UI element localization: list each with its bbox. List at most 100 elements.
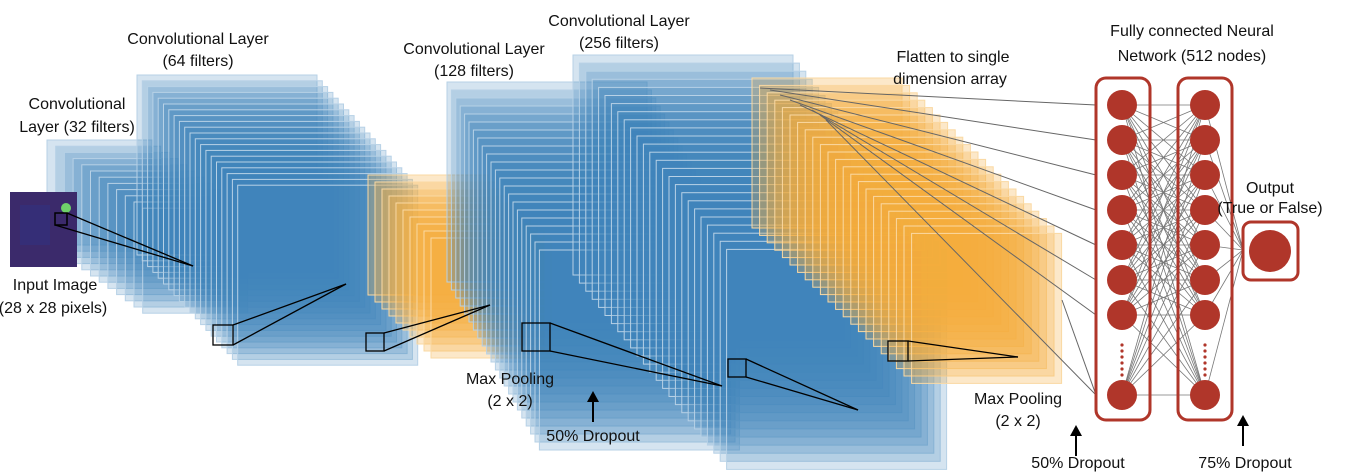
kernel-box: [887, 340, 909, 362]
label: Convolutional Layer: [127, 31, 269, 48]
node: [1190, 125, 1220, 155]
label: Max Pooling: [974, 391, 1062, 408]
ellipsis-dot: [1120, 355, 1124, 359]
feature-map: [655, 159, 877, 381]
projection-line: [383, 304, 491, 334]
projection-line: [745, 358, 859, 411]
node: [1190, 195, 1220, 225]
feature-map: [700, 216, 922, 438]
layer-frame: [1094, 76, 1152, 422]
feature-map: [168, 109, 350, 291]
feature-map: [200, 144, 382, 326]
connection: [1121, 279, 1206, 316]
ellipsis-dot: [1203, 355, 1207, 359]
feature-map: [157, 97, 339, 279]
kernel-box: [54, 212, 68, 226]
connection: [1121, 209, 1206, 316]
feature-map: [726, 248, 948, 470]
feature-map: [512, 201, 714, 403]
feature-map: [642, 143, 864, 365]
connection: [1121, 104, 1206, 396]
projection-line: [907, 340, 1019, 358]
flatten-line: [759, 87, 1097, 106]
feature-map: [880, 203, 1032, 355]
input-image: [10, 192, 77, 267]
feature-map: [706, 224, 928, 446]
flatten-line: [789, 99, 1097, 211]
feature-map: [189, 132, 371, 314]
label: Network (512 nodes): [1118, 48, 1267, 65]
flatten-line: [825, 119, 1097, 396]
kernel-box: [212, 324, 234, 346]
label: 50% Dropout: [1031, 455, 1125, 472]
feature-map: [774, 99, 926, 251]
feature-map: [468, 121, 670, 323]
flatten-line: [811, 109, 1097, 281]
connection: [1121, 139, 1206, 316]
feature-map: [610, 103, 832, 325]
feature-map: [812, 136, 964, 288]
flatten-line: [779, 94, 1097, 176]
feature-map: [850, 173, 1002, 325]
label: 75% Dropout: [1198, 455, 1292, 472]
ellipsis-dot: [1203, 343, 1207, 347]
arrow-heads: [587, 391, 1249, 436]
feature-map: [163, 103, 344, 285]
node: [1107, 125, 1137, 155]
feature-map: [464, 113, 666, 315]
connection: [1121, 314, 1206, 396]
feature-map: [490, 161, 692, 363]
label: Flatten to single: [897, 49, 1010, 66]
feature-map: [578, 62, 800, 284]
node: [1190, 380, 1220, 410]
feature-map: [842, 166, 994, 318]
feature-map: [585, 70, 807, 292]
projection-line: [54, 224, 194, 267]
ellipsis-dot: [1120, 373, 1124, 377]
dense-network: [759, 76, 1300, 422]
feature-map: [486, 153, 688, 355]
feature-map: [759, 84, 911, 236]
feature-map: [446, 81, 648, 283]
ellipsis-dot: [1203, 373, 1207, 377]
label: (64 filters): [162, 53, 233, 70]
feature-map: [152, 91, 334, 273]
projection-line: [232, 283, 347, 346]
feature-map: [481, 145, 683, 347]
connection: [1121, 139, 1206, 396]
label: (128 filters): [434, 63, 514, 80]
connection: [1121, 104, 1206, 246]
feature-map: [687, 200, 909, 422]
projection-line: [383, 304, 491, 352]
node: [1107, 265, 1137, 295]
image-texture: [20, 205, 50, 245]
feature-map: [668, 176, 890, 397]
label: Convolutional Layer: [403, 41, 545, 58]
ellipsis-dot: [1120, 361, 1124, 365]
label: Convolutional Layer: [548, 13, 690, 30]
feature-map: [388, 195, 510, 317]
feature-map: [455, 97, 657, 299]
projection-line: [549, 350, 723, 387]
feature-map: [604, 95, 826, 316]
arrow-head: [1070, 425, 1082, 436]
layer-stacks: [46, 54, 1063, 470]
label: Convolutional: [29, 96, 126, 113]
label: (28 x 28 pixels): [0, 300, 107, 317]
feature-map: [226, 173, 408, 355]
feature-map: [367, 174, 489, 296]
node: [1190, 90, 1220, 120]
projection-lines: [54, 212, 1019, 411]
label: (2 x 2): [995, 413, 1040, 430]
label: 50% Dropout: [546, 428, 640, 445]
feature-map: [804, 129, 956, 281]
connection: [1121, 104, 1206, 211]
label: Max Pooling: [466, 371, 554, 388]
label: Input Image: [13, 277, 98, 294]
label: (2 x 2): [487, 393, 532, 410]
feature-map: [205, 149, 387, 331]
connection: [1121, 104, 1206, 281]
flatten-line: [819, 114, 1097, 316]
feature-map: [402, 209, 524, 331]
